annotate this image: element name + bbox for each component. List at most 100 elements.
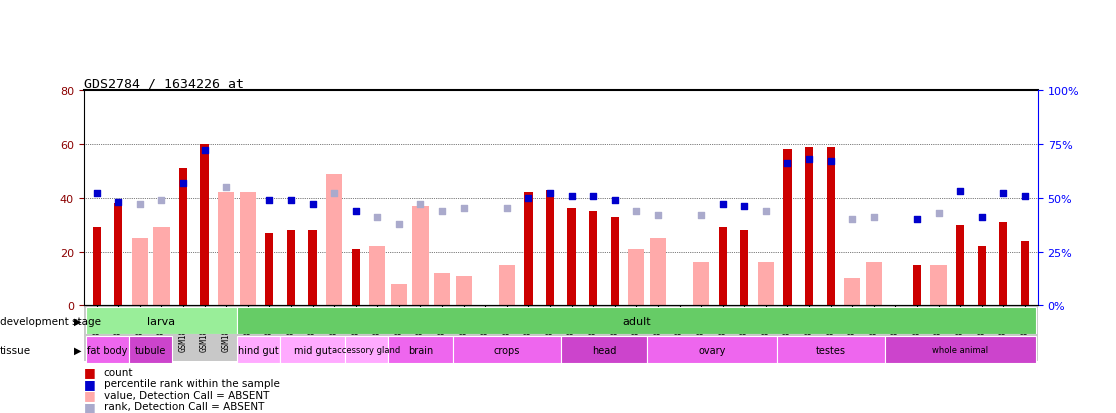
Text: testes: testes [816,345,846,355]
Bar [499,265,514,306]
Bar [885,337,1036,363]
Bar [913,265,921,306]
Point [930,210,947,216]
Text: percentile rank within the sample: percentile rank within the sample [104,378,280,388]
Bar [693,263,709,306]
Bar [326,174,343,306]
Bar [589,211,597,306]
Bar [453,337,560,363]
Text: brain: brain [407,345,433,355]
Bar [129,337,172,363]
Text: adult: adult [622,316,651,326]
Bar [179,169,187,306]
Point [541,191,559,197]
Bar [931,265,946,306]
Bar [1021,241,1029,306]
Point [519,195,537,202]
Bar [201,145,209,306]
Bar [546,190,555,306]
Bar [237,308,1036,335]
Point [800,156,818,163]
Point [821,159,839,165]
Bar [86,337,129,363]
Text: ■: ■ [84,377,96,390]
Text: ▶: ▶ [74,345,81,355]
Bar [352,249,359,306]
Bar [740,230,749,306]
Point [304,202,321,208]
Point [498,206,516,212]
Bar [86,308,237,335]
Bar [388,337,453,363]
Text: GDS2784 / 1634226_at: GDS2784 / 1634226_at [84,77,243,90]
Point [585,193,603,199]
Bar [999,222,1008,306]
Text: ■: ■ [84,388,96,401]
Text: ▶: ▶ [74,316,81,326]
Bar [610,217,619,306]
Point [844,216,862,223]
Text: ■: ■ [84,365,96,378]
Point [714,202,732,208]
Point [325,191,343,197]
Point [692,212,710,219]
Bar [287,230,295,306]
Point [973,214,991,221]
Bar [560,337,647,363]
Bar [266,233,273,306]
Bar [280,337,345,363]
Point [908,216,926,223]
Point [347,208,365,214]
Bar [844,279,860,306]
Point [650,212,667,219]
Text: fat body: fat body [87,345,127,355]
Text: mid gut: mid gut [294,345,331,355]
Point [433,208,451,214]
Bar [866,263,882,306]
Point [562,193,580,199]
Point [88,191,106,197]
Point [735,204,753,210]
Point [389,221,407,227]
Text: ovary: ovary [699,345,725,355]
Bar [434,273,450,306]
Text: ■: ■ [84,400,96,413]
Bar [413,206,429,306]
Point [218,184,235,191]
Text: hind gut: hind gut [238,345,279,355]
Bar [237,337,280,363]
Bar [650,239,666,306]
Point [757,208,775,214]
Text: larva: larva [147,316,175,326]
Point [195,148,213,154]
Bar [805,147,814,306]
Bar [956,225,964,306]
Point [109,199,127,206]
Bar [525,193,532,306]
Point [131,202,148,208]
Text: crops: crops [493,345,520,355]
Bar [369,247,385,306]
Text: value, Detection Call = ABSENT: value, Detection Call = ABSENT [104,390,269,400]
Point [174,180,192,187]
Bar [218,193,234,306]
Text: whole animal: whole animal [932,346,989,354]
Text: rank, Detection Call = ABSENT: rank, Detection Call = ABSENT [104,401,264,411]
Bar [93,228,100,306]
Bar [647,337,777,363]
Bar [455,276,472,306]
Point [627,208,645,214]
Point [865,214,883,221]
Bar [153,228,170,306]
Bar [308,230,317,306]
Point [606,197,624,204]
Text: development stage: development stage [0,316,102,326]
Point [260,197,278,204]
Text: accessory gland: accessory gland [333,346,401,354]
Point [779,161,797,167]
Bar [391,284,407,306]
Bar [758,263,775,306]
Text: count: count [104,367,133,377]
Point [951,188,969,195]
Bar [719,228,727,306]
